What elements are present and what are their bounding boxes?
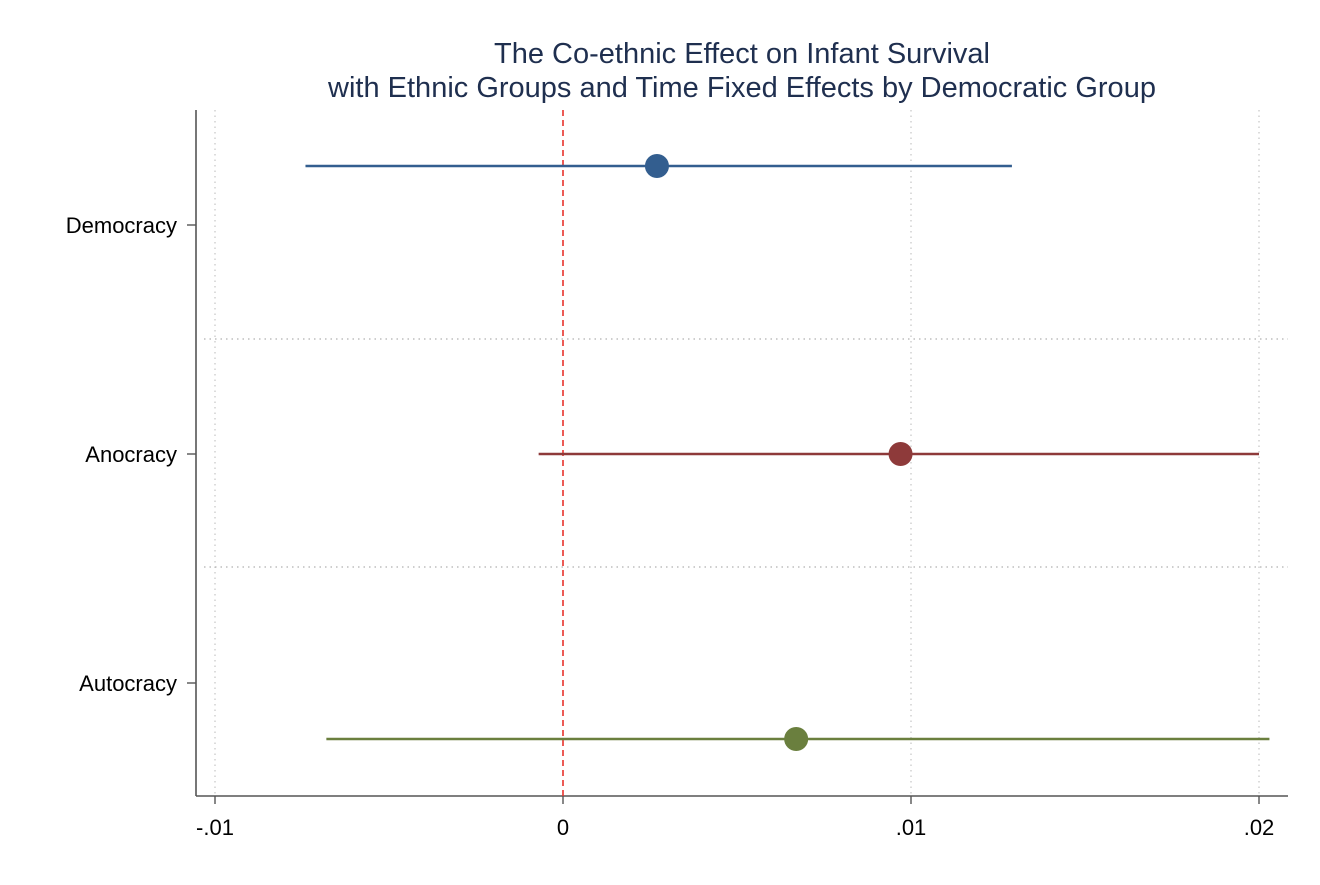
chart-title-line-2: with Ethnic Groups and Time Fixed Effect… [327,72,1156,104]
point-estimate-anocracy [888,442,913,466]
point-estimate-autocracy [784,727,809,751]
y-tick-label: Autocracy [79,671,177,696]
estimate-marks [305,154,1270,751]
y-tick-label: Anocracy [85,442,177,467]
axes [187,110,1288,804]
y-tick-label: Democracy [66,213,177,238]
chart-title-line-1: The Co-ethnic Effect on Infant Survival [494,38,990,70]
chart-title: The Co-ethnic Effect on Infant Survival … [327,38,1156,104]
x-tick-label: .02 [1244,815,1275,840]
x-tick-label: -.01 [196,815,234,840]
axis-labels: -.01 0 .01 .02 Democracy Anocracy Autocracy [66,213,1275,840]
point-estimate-democracy [644,154,669,178]
x-tick-label: .01 [896,815,927,840]
grid-lines [204,110,1288,796]
x-tick-label: 0 [557,815,569,840]
